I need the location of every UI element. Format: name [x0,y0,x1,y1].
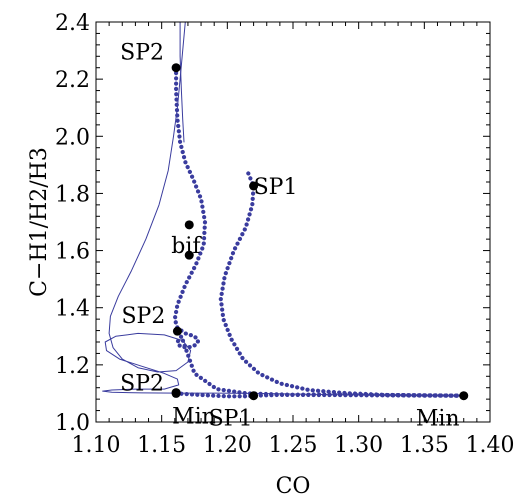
stationary-point-marker [184,250,194,260]
point-label: Min [172,404,216,429]
y-tick-label: 2.4 [55,11,90,36]
y-tick-label: 2.0 [55,125,90,150]
point-label: SP1 [209,407,253,432]
x-tick-label: 1.15 [137,433,186,458]
point-label: SP2 [120,372,164,397]
stationary-point-marker [184,220,194,230]
y-tick-label: 2.2 [55,68,90,93]
point-label: Min [416,407,460,432]
ticks-layer: 1.10 1.15 1.20 1.25 1.30 1.35 1.40 1.0 1.2 1.4 1.6… [55,11,514,458]
stationary-point-marker [171,63,181,73]
stationary-point-marker [459,391,469,401]
plot-frame [95,21,491,423]
point-label: bif [171,234,202,259]
y-tick-label: 1.8 [55,182,90,207]
y-tick-label: 1.2 [55,354,90,379]
x-tick-label: 1.10 [72,433,121,458]
points-layer [171,63,469,401]
stationary-point-marker [249,391,259,401]
y-tick-label: 1.4 [55,297,90,322]
x-tick-label: 1.40 [466,433,515,458]
point-label: SP2 [120,41,164,66]
stationary-point-marker [249,181,259,191]
point-label: SP1 [254,175,298,200]
x-axis-label: CO [276,474,311,499]
curve-4 [102,22,465,397]
y-axis-label: C−H1/H2/H3 [27,147,52,297]
x-tick-label: 1.20 [203,433,252,458]
curve-2 [218,171,466,398]
x-tick-label: 1.25 [269,433,318,458]
point-label: SP2 [121,304,165,329]
stationary-point-marker [171,388,181,398]
stationary-point-marker [172,326,182,336]
y-tick-label: 1.0 [55,411,90,436]
x-tick-label: 1.30 [334,433,383,458]
y-tick-label: 1.6 [55,240,90,265]
x-tick-label: 1.35 [400,433,449,458]
curve-5 [179,22,185,143]
curves-layer [102,22,466,399]
curve-1 [172,65,466,398]
